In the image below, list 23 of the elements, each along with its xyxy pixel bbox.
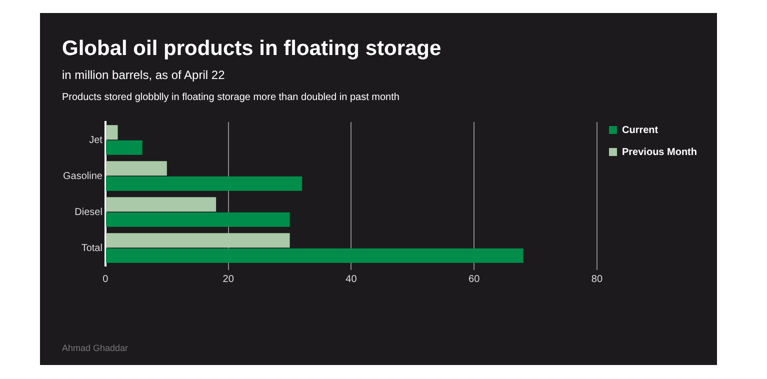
chart-title: Global oil products in floating storage — [62, 37, 442, 61]
bar — [106, 197, 216, 212]
y-tick-label: Jet — [89, 134, 103, 146]
x-tick-label: 20 — [222, 274, 234, 285]
y-tick-label: Diesel — [74, 206, 102, 218]
legend-label: Current — [622, 124, 659, 136]
y-tick-label: Gasoline — [63, 170, 103, 182]
bar — [106, 161, 167, 176]
chart-subtitle: in million barrels, as of April 22 — [62, 68, 225, 82]
x-tick-label: 80 — [591, 274, 603, 285]
bar — [106, 176, 302, 191]
bar — [106, 212, 290, 227]
x-tick-label: 40 — [346, 274, 358, 285]
bar — [106, 233, 290, 248]
text: Ahmad Ghaddar — [62, 343, 128, 353]
bar — [106, 248, 524, 263]
legend-label: Previous Month — [622, 146, 698, 158]
bar — [106, 140, 142, 155]
text: Products stored globblly in floating storage more than doubled in past month — [62, 92, 400, 103]
bar — [106, 125, 118, 140]
x-tick-label: 0 — [102, 274, 109, 285]
y-tick-label: Total — [81, 242, 102, 254]
x-tick-label: 60 — [468, 274, 480, 285]
